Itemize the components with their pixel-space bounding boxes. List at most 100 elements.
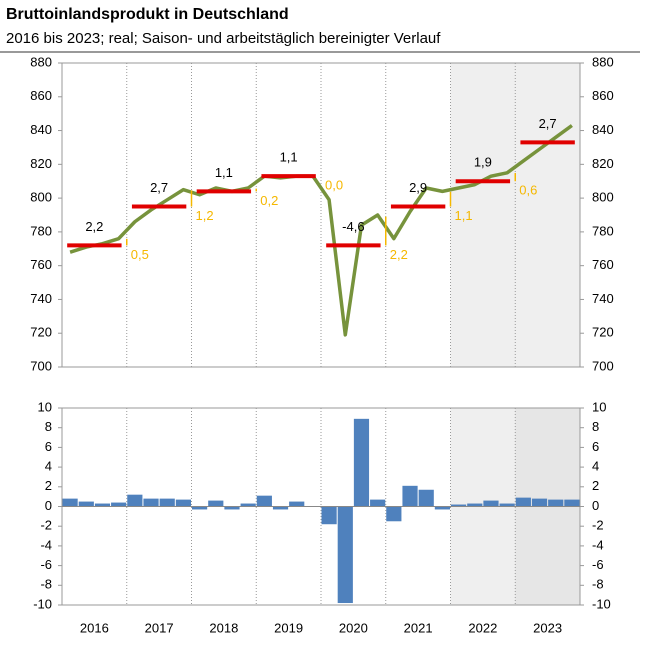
- x-tick-label: 2021: [404, 620, 433, 635]
- bar: [434, 506, 450, 510]
- y-tick-label-right: 4: [592, 459, 599, 474]
- growth-label: 1,9: [474, 155, 492, 170]
- bar: [370, 499, 386, 507]
- bar: [111, 502, 127, 507]
- bar: [256, 495, 272, 507]
- y-tick-label: 820: [30, 156, 52, 171]
- bar: [402, 485, 418, 507]
- bar: [548, 499, 564, 507]
- bar: [337, 506, 353, 604]
- y-tick-label-right: 0: [592, 498, 599, 513]
- bar: [240, 503, 256, 507]
- bar: [483, 500, 499, 507]
- growth-label: 2,2: [85, 219, 103, 234]
- bar: [175, 499, 191, 507]
- y-tick-label: 720: [30, 325, 52, 340]
- y-tick-label-right: -10: [592, 596, 611, 611]
- bar: [224, 506, 240, 510]
- chart-title: Bruttoinlandsprodukt in Deutschland: [6, 6, 289, 23]
- y-tick-label: 4: [45, 459, 52, 474]
- y-tick-label-right: 880: [592, 54, 614, 69]
- plot-frame: [61, 62, 581, 368]
- y-tick-label-right: 780: [592, 223, 614, 238]
- bar: [208, 500, 224, 507]
- growth-label: 2,7: [150, 180, 168, 195]
- bar: [159, 498, 175, 507]
- y-tick-label: 880: [30, 54, 52, 69]
- y-tick-label-right: -2: [592, 518, 604, 533]
- bar: [143, 498, 159, 507]
- y-tick-label-right: 720: [592, 325, 614, 340]
- y-tick-label: 8: [45, 419, 52, 434]
- y-tick-label: -4: [40, 537, 52, 552]
- y-tick-label-right: -6: [592, 557, 604, 572]
- y-tick-label-right: 760: [592, 257, 614, 272]
- bar: [564, 499, 580, 507]
- y-tick-label-right: 820: [592, 156, 614, 171]
- bar: [499, 503, 515, 507]
- bar: [94, 503, 111, 507]
- bar: [272, 506, 289, 510]
- y-tick-label-right: -4: [592, 537, 604, 552]
- y-tick-label-right: 10: [592, 399, 606, 414]
- y-tick-label: 2: [45, 478, 52, 493]
- y-tick-label: 740: [30, 291, 52, 306]
- y-tick-label: 800: [30, 190, 52, 205]
- x-tick-label: 2019: [274, 620, 303, 635]
- bar: [386, 506, 402, 522]
- y-tick-label: 760: [30, 257, 52, 272]
- growth-label: -4,6: [342, 219, 364, 234]
- bar: [127, 494, 143, 507]
- carryover-label: 0,0: [325, 178, 343, 193]
- bar: [289, 501, 305, 507]
- bar: [78, 501, 94, 507]
- carryover-label: 0,5: [131, 247, 149, 262]
- carryover-label: 0,2: [260, 193, 278, 208]
- x-tick-label: 2022: [468, 620, 497, 635]
- x-tick-label: 2017: [145, 620, 174, 635]
- x-tick-label: 2023: [533, 620, 562, 635]
- y-tick-label: 700: [30, 358, 52, 373]
- y-tick-label: 840: [30, 122, 52, 137]
- carryover-label: 1,1: [455, 208, 473, 223]
- y-tick-label: 0: [45, 498, 52, 513]
- y-tick-label-right: -8: [592, 577, 604, 592]
- bar: [531, 498, 548, 507]
- growth-label: 1,1: [280, 150, 298, 165]
- y-tick-label: 860: [30, 88, 52, 103]
- growth-label: 2,9: [409, 180, 427, 195]
- bar: [515, 497, 531, 507]
- bar: [418, 489, 434, 507]
- y-tick-label: -2: [40, 518, 52, 533]
- carryover-label: 2,2: [390, 247, 408, 262]
- forecast-shade: [450, 63, 580, 367]
- y-tick-label-right: 6: [592, 439, 599, 454]
- bar: [321, 506, 337, 525]
- bar: [192, 506, 208, 510]
- bar: [451, 504, 467, 507]
- y-tick-label-right: 800: [592, 190, 614, 205]
- chart-subtitle: 2016 bis 2023; real; Saison- und arbeits…: [6, 30, 441, 47]
- y-tick-label-right: 8: [592, 419, 599, 434]
- y-tick-label-right: 740: [592, 291, 614, 306]
- carryover-label: 0,6: [519, 183, 537, 198]
- growth-label: 1,1: [215, 165, 233, 180]
- y-tick-label: 780: [30, 223, 52, 238]
- growth-label: 2,7: [539, 116, 557, 131]
- bar: [62, 498, 78, 507]
- bar: [353, 418, 370, 507]
- y-tick-label-right: 2: [592, 478, 599, 493]
- y-tick-label-right: 700: [592, 358, 614, 373]
- carryover-label: 1,2: [196, 208, 214, 223]
- bar: [467, 503, 483, 507]
- y-tick-label: 6: [45, 439, 52, 454]
- x-tick-label: 2016: [80, 620, 109, 635]
- y-tick-label: 10: [38, 399, 52, 414]
- x-tick-label: 2018: [209, 620, 238, 635]
- y-tick-label: -8: [40, 577, 52, 592]
- x-tick-label: 2020: [339, 620, 368, 635]
- y-tick-label: -10: [33, 596, 52, 611]
- y-tick-label: -6: [40, 557, 52, 572]
- y-tick-label-right: 860: [592, 88, 614, 103]
